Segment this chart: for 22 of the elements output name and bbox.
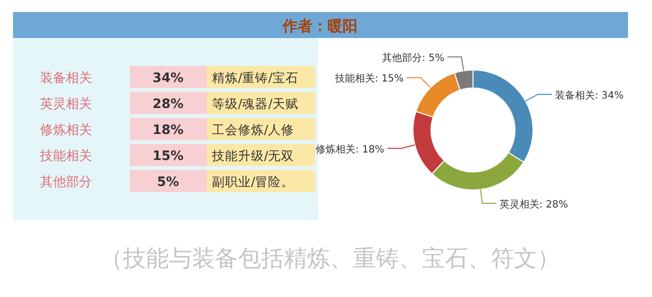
slice-label: 英灵相关: 28% — [499, 198, 568, 210]
text: （技能与装备包括精炼、重铸、宝石、符文） — [100, 246, 560, 272]
slice-label: 技能相关: 15% — [334, 72, 404, 85]
text: 其他部分 — [40, 175, 92, 190]
text: 英灵相关 — [40, 97, 92, 112]
text: 34% — [152, 71, 184, 86]
text: 等级/魂器/天赋 — [212, 96, 298, 111]
text: 精炼/重铸/宝石 — [212, 70, 298, 85]
text: 技能相关 — [39, 149, 92, 164]
text: 18% — [152, 123, 184, 138]
text: 28% — [152, 97, 184, 112]
text: 技能升级/无双 — [211, 148, 294, 163]
slice-label: 装备相关: 34% — [554, 89, 624, 102]
text: 5% — [156, 175, 180, 190]
text: 作者：暖阳 — [282, 17, 358, 35]
text: 副职业/冒险。 — [212, 174, 294, 189]
text: 工会修炼/人修 — [212, 122, 294, 137]
slice-label: 修炼相关: 18% — [316, 143, 384, 156]
text: 15% — [152, 149, 184, 164]
text: 装备相关 — [40, 71, 92, 86]
slice-label: 其他部分: 5% — [382, 52, 444, 64]
text: 修炼相关 — [40, 123, 92, 138]
